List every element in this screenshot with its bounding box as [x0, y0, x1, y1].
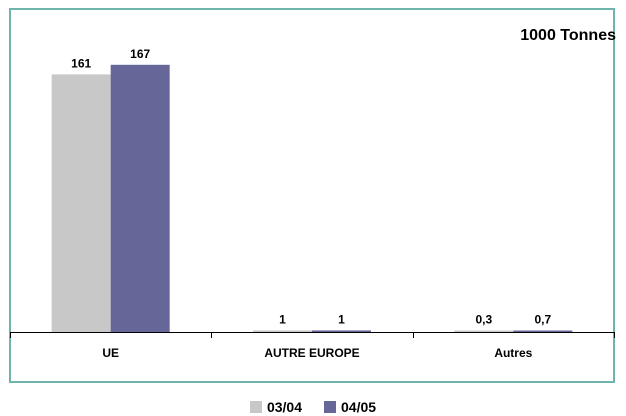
chart-legend: 03/04 04/05: [0, 399, 626, 415]
legend-swatch-0405: [324, 401, 336, 413]
bars-layer: [51, 64, 573, 333]
unit-label: 1000 Tonnes: [520, 27, 616, 44]
bar-ue-03-04: [51, 74, 111, 333]
bar-autre-europe-04-05: [312, 330, 371, 332]
data-label-ue-03-04: 161: [71, 56, 91, 70]
data-label-ue-04-05: 167: [130, 47, 150, 61]
category-label-ue: UE: [102, 346, 119, 360]
category-label-autres: Autres: [494, 346, 532, 360]
axis-layer: [10, 332, 615, 338]
legend-item-0304: 03/04: [249, 399, 302, 415]
legend-item-0405: 04/05: [324, 399, 376, 415]
data-label-autre-europe-03-04: 1: [279, 312, 286, 326]
bar-autres-03-04: [454, 330, 514, 332]
data-label-autre-europe-04-05: 1: [338, 312, 345, 326]
category-label-autre-europe: AUTRE EUROPE: [264, 346, 359, 360]
bar-autres-04-05: [513, 330, 573, 332]
legend-label-0304: 03/04: [266, 399, 302, 415]
data-label-autres-03-04: 0,3: [475, 313, 492, 327]
chart-frame: [9, 8, 615, 383]
bar-ue-04-05: [110, 64, 170, 333]
bar-autre-europe-03-04: [253, 330, 312, 332]
legend-label-0405: 04/05: [341, 399, 377, 415]
legend-swatch-0304: [249, 401, 262, 413]
labels-layer: 161 167 UE 1 1 AUTRE EUROPE 0,3 0,7 Autres: [71, 47, 551, 360]
data-label-autres-04-05: 0,7: [534, 313, 551, 327]
